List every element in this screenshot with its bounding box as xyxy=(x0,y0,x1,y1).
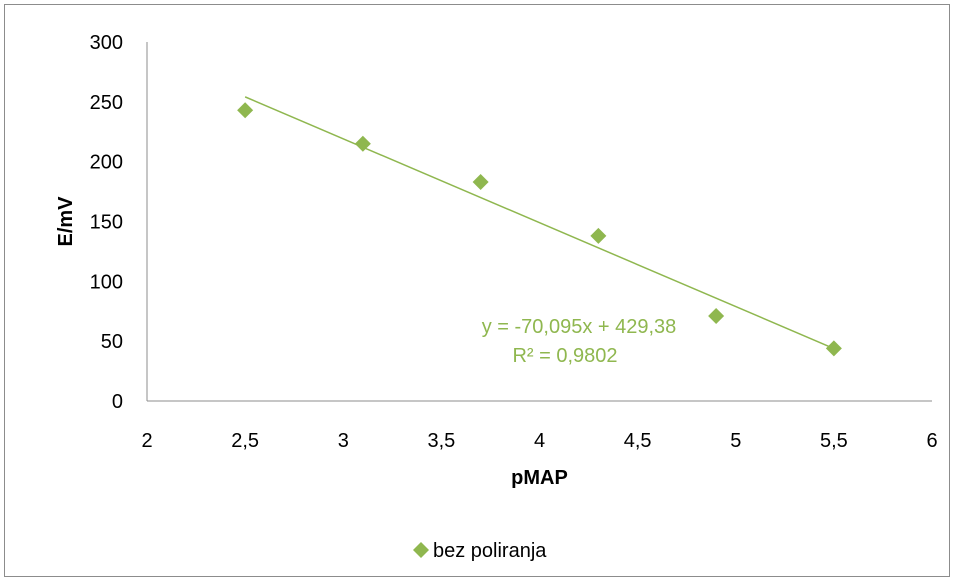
legend-label: bez poliranja xyxy=(433,540,547,562)
data-points xyxy=(237,102,842,357)
y-tick-label: 150 xyxy=(90,212,123,234)
x-tick-label: 4,5 xyxy=(624,430,652,452)
trendline-r2: R² = 0,9802 xyxy=(512,345,617,367)
data-point xyxy=(590,227,607,244)
y-tick-group: 0 50 100 150 200 250 300 xyxy=(90,32,123,413)
chart-frame xyxy=(4,4,950,577)
x-tick-label: 2 xyxy=(141,430,152,452)
x-tick-label: 5,5 xyxy=(820,430,848,452)
x-tick-label: 5 xyxy=(730,430,741,452)
y-tick-label: 50 xyxy=(101,331,123,353)
trendline xyxy=(244,96,835,350)
data-point xyxy=(237,102,254,119)
y-tick-label: 250 xyxy=(90,92,123,114)
data-point xyxy=(354,135,371,152)
x-tick-label: 3 xyxy=(338,430,349,452)
y-tick-label: 300 xyxy=(90,32,123,54)
x-tick-group: 2 2,5 3 3,5 4 4,5 5 5,5 6 xyxy=(141,430,937,452)
x-tick-label: 3,5 xyxy=(427,430,455,452)
x-tick-label: 4 xyxy=(534,430,545,452)
x-tick-label: 2,5 xyxy=(231,430,259,452)
y-tick-label: 100 xyxy=(90,271,123,293)
legend-marker-diamond-icon xyxy=(413,542,429,558)
data-point xyxy=(708,308,725,325)
x-tick-label: 6 xyxy=(926,430,937,452)
y-tick-label: 200 xyxy=(90,152,123,174)
data-point xyxy=(472,174,489,191)
x-axis-title: pMAP xyxy=(511,467,568,489)
data-point xyxy=(825,340,842,357)
y-axis-title: E/mV xyxy=(55,196,77,247)
legend: bez poliranja xyxy=(413,540,547,562)
y-tick-label: 0 xyxy=(112,391,123,413)
trendline-equation: y = -70,095x + 429,38 xyxy=(482,316,677,338)
